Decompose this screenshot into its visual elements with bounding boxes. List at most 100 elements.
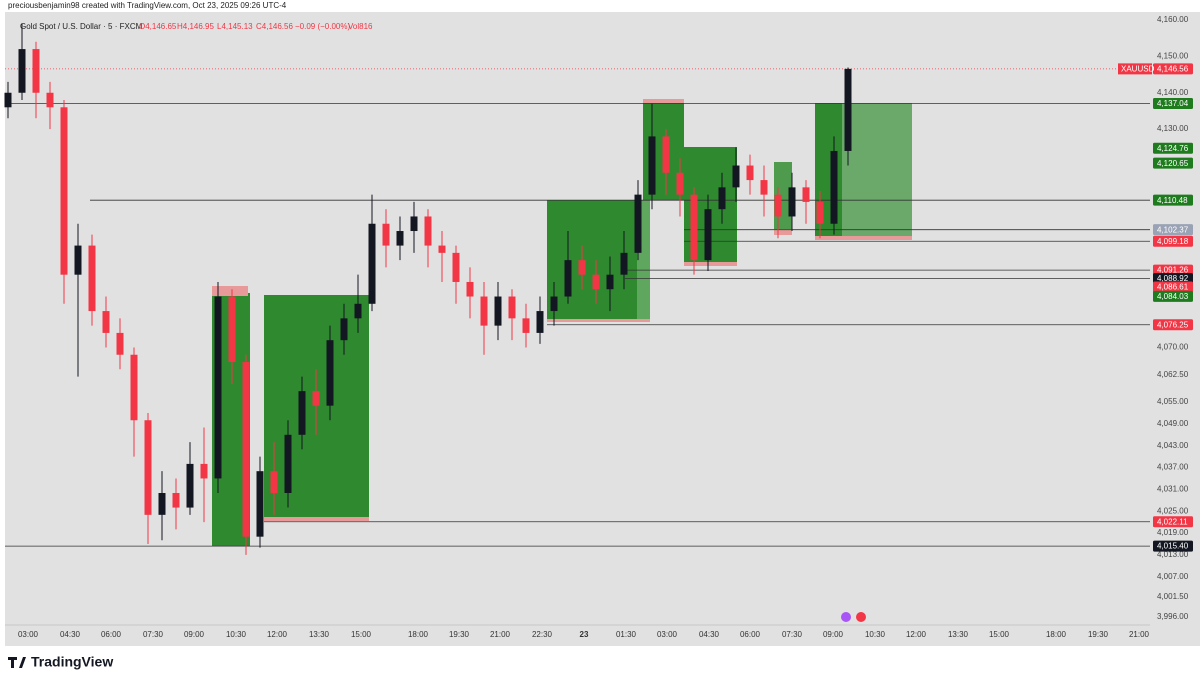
x-tick-label: 15:00 [989, 630, 1010, 639]
y-tick-label: 4,037.00 [1157, 463, 1189, 472]
candle-body [634, 194, 642, 253]
candle-body [648, 136, 656, 195]
price-tag-label: 4,099.18 [1157, 237, 1189, 246]
candle-body [508, 296, 516, 319]
y-tick-label: 4,007.00 [1157, 572, 1189, 581]
price-tag [1153, 63, 1193, 75]
price-tag [1153, 273, 1193, 285]
candle-body [396, 231, 404, 246]
x-tick-label: 10:30 [865, 630, 886, 639]
zone [774, 229, 792, 235]
candle-body [60, 107, 68, 275]
candle-body [676, 172, 684, 195]
candle-body [452, 252, 460, 282]
y-tick-label: 4,062.50 [1157, 370, 1189, 379]
candle-body [788, 187, 796, 217]
candle-body [592, 274, 600, 290]
candle-body [74, 245, 82, 275]
candle-body [340, 318, 348, 341]
price-tag-label: 4,086.61 [1157, 283, 1189, 292]
candle-body [186, 463, 194, 508]
candle-body [480, 296, 488, 326]
y-tick-label: 4,001.50 [1157, 592, 1189, 601]
x-tick-label: 01:30 [616, 630, 637, 639]
x-tick-label: 19:30 [449, 630, 470, 639]
candle-body [494, 296, 502, 326]
price-tag-label: 4,102.37 [1157, 225, 1189, 234]
zone [643, 99, 684, 103]
candle-body [732, 165, 740, 188]
y-tick-label: 4,150.00 [1157, 51, 1189, 60]
logo-text: TradingView [31, 654, 113, 670]
x-tick-label: 21:00 [490, 630, 511, 639]
y-tick-label: 4,130.00 [1157, 124, 1189, 133]
price-tag-label: 4,088.92 [1157, 274, 1189, 283]
candle-body [298, 391, 306, 435]
candle-body [522, 318, 530, 333]
candle-body [172, 493, 180, 508]
y-tick-label: 4,049.00 [1157, 419, 1189, 428]
candle-body [18, 49, 26, 93]
candle-body [256, 471, 264, 537]
price-tag [1153, 264, 1193, 276]
candle-body [578, 260, 586, 275]
x-tick-label: 03:00 [18, 630, 39, 639]
price-tag [1153, 319, 1193, 331]
candle-body [438, 245, 446, 253]
candle-body [4, 92, 12, 108]
zone [547, 319, 650, 322]
price-tag [1153, 540, 1193, 552]
y-tick-label: 4,019.00 [1157, 528, 1189, 537]
candle-body [368, 223, 376, 304]
candle-body [326, 340, 334, 406]
price-tag [1153, 290, 1193, 302]
y-tick-label: 4,013.00 [1157, 550, 1189, 559]
candle-body [130, 354, 138, 421]
candle-body [466, 281, 474, 297]
price-tag-label: 4,015.40 [1157, 542, 1189, 551]
x-tick-label: 04:30 [60, 630, 81, 639]
zone [815, 236, 912, 240]
x-tick-label: 18:00 [408, 630, 429, 639]
price-tag-label: 4,076.25 [1157, 320, 1189, 329]
price-tag-label: 4,124.76 [1157, 144, 1189, 153]
price-tag-label: 4,137.04 [1157, 99, 1189, 108]
x-tick-label: 12:00 [906, 630, 927, 639]
candle-body [760, 180, 768, 195]
x-tick-label: 15:00 [351, 630, 372, 639]
candle-body [718, 187, 726, 210]
symbol-title: Gold Spot / U.S. Dollar · 5 · FXCM [20, 22, 143, 31]
time-axis [5, 625, 1200, 646]
logo-mark [8, 657, 26, 668]
candle-body [550, 296, 558, 312]
price-tag-label: 4,110.48 [1157, 196, 1188, 205]
y-tick-label: 4,025.00 [1157, 506, 1189, 515]
candle-body [802, 187, 810, 202]
candle-body [410, 216, 418, 232]
price-tag [1153, 98, 1193, 110]
x-tick-label: 09:00 [823, 630, 844, 639]
x-tick-label: 10:30 [226, 630, 247, 639]
price-tag [1153, 157, 1193, 169]
x-tick-label: 13:30 [948, 630, 969, 639]
candle-body [606, 274, 614, 290]
candle-body [354, 303, 362, 319]
legend-low: L4,145.13 [217, 22, 253, 31]
candle-body [102, 311, 110, 333]
symbol-tag [1118, 63, 1152, 75]
price-tag-label: 4,146.56 [1157, 64, 1189, 73]
candle-body [312, 391, 320, 406]
event-icon [841, 612, 851, 622]
y-tick-label: 4,043.00 [1157, 441, 1189, 450]
candle-body [536, 311, 544, 333]
credit: preciousbenjamin98 created with TradingV… [8, 1, 287, 10]
x-tick-label: 12:00 [267, 630, 288, 639]
x-tick-label: 09:00 [184, 630, 205, 639]
x-tick-label: 21:00 [1129, 630, 1150, 639]
candle-body [662, 136, 670, 173]
y-tick-label: 4,140.00 [1157, 88, 1189, 97]
price-tag [1153, 516, 1193, 528]
candle-body [284, 434, 292, 494]
x-tick-label: 13:30 [309, 630, 330, 639]
